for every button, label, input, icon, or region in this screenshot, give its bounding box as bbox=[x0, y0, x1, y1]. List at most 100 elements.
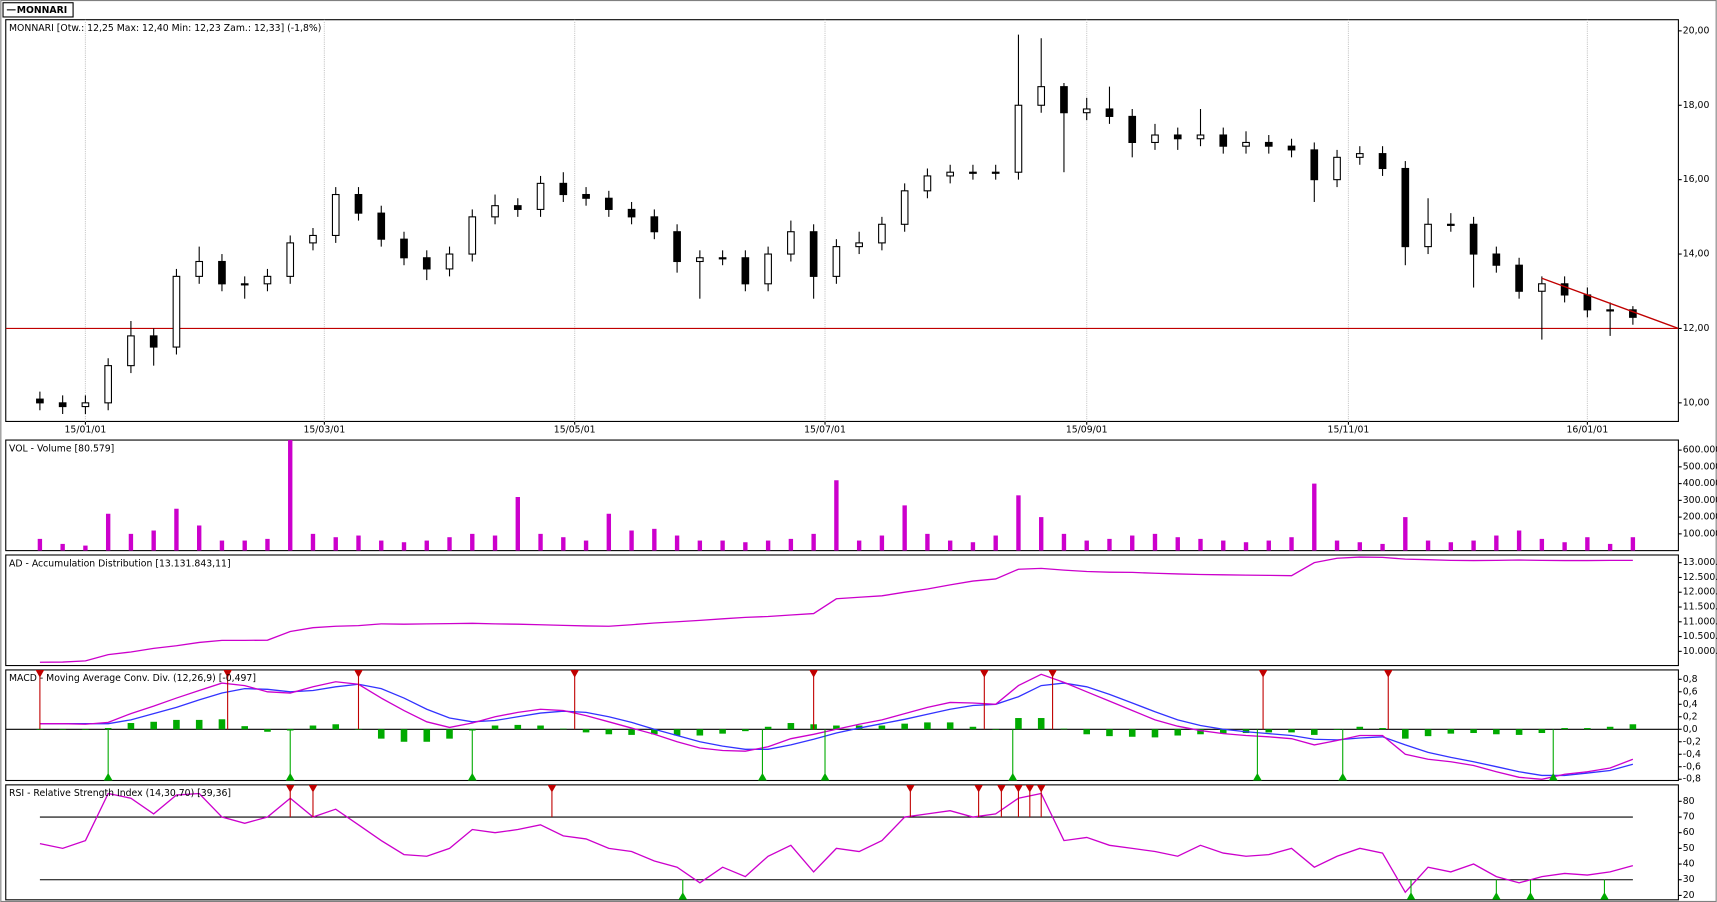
sell-signal bbox=[974, 784, 984, 793]
y-tick-label: 0,2 bbox=[1683, 711, 1698, 722]
y-tick-label: 100.000 bbox=[1683, 528, 1717, 539]
sell-signal bbox=[1036, 784, 1046, 793]
volume-bar bbox=[1403, 517, 1408, 551]
volume-bar bbox=[447, 537, 452, 551]
buy-signal bbox=[1406, 892, 1416, 900]
y-tick-label: 0,0 bbox=[1683, 724, 1698, 735]
candle-body bbox=[354, 193, 363, 214]
candle-body bbox=[104, 365, 112, 404]
buy-signal bbox=[1253, 772, 1262, 781]
candle-body bbox=[468, 216, 477, 255]
series-line bbox=[39, 792, 1634, 894]
buy-signal bbox=[467, 772, 477, 781]
volume-bar bbox=[879, 535, 885, 551]
volume-bar bbox=[1585, 537, 1590, 551]
volume-bar bbox=[310, 533, 316, 551]
sell-signal bbox=[223, 669, 233, 678]
buy-signal bbox=[1338, 772, 1348, 781]
candle-body bbox=[1219, 134, 1228, 147]
candle-body bbox=[218, 260, 226, 285]
panel-frame bbox=[5, 19, 1679, 422]
histogram-bar bbox=[605, 729, 613, 735]
volume-bar bbox=[697, 540, 703, 551]
buy-signal bbox=[285, 772, 295, 781]
volume-bar bbox=[1494, 535, 1499, 551]
histogram-bar bbox=[560, 728, 567, 730]
candle-body bbox=[1242, 141, 1250, 147]
buy-signal bbox=[1008, 772, 1018, 781]
panel-frame bbox=[5, 784, 1679, 901]
histogram-bar bbox=[742, 729, 749, 732]
sell-signal bbox=[35, 669, 45, 678]
candle-body bbox=[422, 257, 431, 270]
candle-body bbox=[1446, 223, 1455, 226]
candle-body bbox=[263, 275, 272, 285]
histogram-bar bbox=[1311, 729, 1318, 735]
volume-bar bbox=[788, 538, 794, 551]
y-tick-label: 0,4 bbox=[1683, 699, 1698, 710]
volume-bar bbox=[151, 530, 156, 551]
candle-body bbox=[1310, 149, 1319, 181]
histogram-bar bbox=[1197, 729, 1204, 735]
candle-body bbox=[81, 402, 90, 408]
histogram-bar bbox=[241, 726, 248, 730]
volume-bar bbox=[1357, 542, 1362, 551]
histogram-bar bbox=[1015, 718, 1022, 730]
volume-bar bbox=[1334, 540, 1340, 551]
sell-signal bbox=[809, 669, 819, 678]
histogram-bar bbox=[924, 722, 931, 730]
sell-signal bbox=[570, 669, 580, 678]
volume-bar bbox=[538, 533, 543, 551]
panel-plot bbox=[5, 19, 1679, 422]
candle-body bbox=[1560, 283, 1569, 296]
y-tick-label: 20 bbox=[1683, 890, 1695, 901]
y-tick-label: 16,00 bbox=[1683, 174, 1710, 185]
y-tick-label: 60 bbox=[1683, 827, 1695, 838]
buy-signal bbox=[1548, 772, 1558, 781]
histogram-bar bbox=[1424, 729, 1432, 737]
volume-bar bbox=[1107, 538, 1112, 551]
y-tick-label: -0,2 bbox=[1683, 736, 1701, 747]
volume-bar bbox=[333, 537, 338, 551]
histogram-bar bbox=[582, 729, 590, 733]
histogram-bar bbox=[537, 725, 544, 730]
buy-signal bbox=[103, 772, 113, 781]
panel-plot bbox=[39, 556, 1633, 663]
candle-body bbox=[1105, 108, 1114, 117]
buy-signal bbox=[758, 772, 767, 781]
y-tick-label: 18,00 bbox=[1683, 100, 1710, 111]
candle-body bbox=[1151, 134, 1159, 144]
buy-signal bbox=[1526, 892, 1535, 900]
volume-bar bbox=[1130, 535, 1135, 551]
candle-body bbox=[377, 212, 386, 240]
volume-bar bbox=[1562, 542, 1567, 551]
histogram-bar bbox=[946, 722, 954, 730]
candle-body bbox=[286, 242, 295, 277]
buy-signal bbox=[1600, 892, 1609, 900]
sell-signal bbox=[1258, 669, 1268, 678]
y-tick-label: 0,6 bbox=[1683, 686, 1698, 697]
candle-body bbox=[855, 242, 863, 248]
candle-body bbox=[809, 231, 818, 277]
candle-body bbox=[1333, 156, 1341, 181]
y-tick-label: 0,8 bbox=[1683, 674, 1698, 685]
histogram-bar bbox=[878, 725, 886, 730]
volume-bar bbox=[356, 535, 361, 551]
histogram-bar bbox=[332, 724, 340, 730]
volume-bar bbox=[288, 440, 293, 551]
histogram-bar bbox=[150, 721, 157, 730]
volume-bar bbox=[470, 533, 475, 551]
histogram-bar bbox=[491, 725, 499, 730]
candle-body bbox=[1173, 134, 1182, 140]
candle-body bbox=[832, 246, 841, 277]
y-tick-label: -0,4 bbox=[1683, 749, 1701, 760]
histogram-bar bbox=[1356, 726, 1364, 730]
buy-signal bbox=[678, 892, 688, 900]
histogram-bar bbox=[1402, 729, 1409, 739]
series-line bbox=[39, 682, 1634, 777]
panel-frame bbox=[5, 669, 1679, 782]
buy-signal bbox=[820, 772, 830, 781]
candle-body bbox=[1492, 253, 1501, 266]
y-tick-label: -0,8 bbox=[1683, 774, 1701, 785]
